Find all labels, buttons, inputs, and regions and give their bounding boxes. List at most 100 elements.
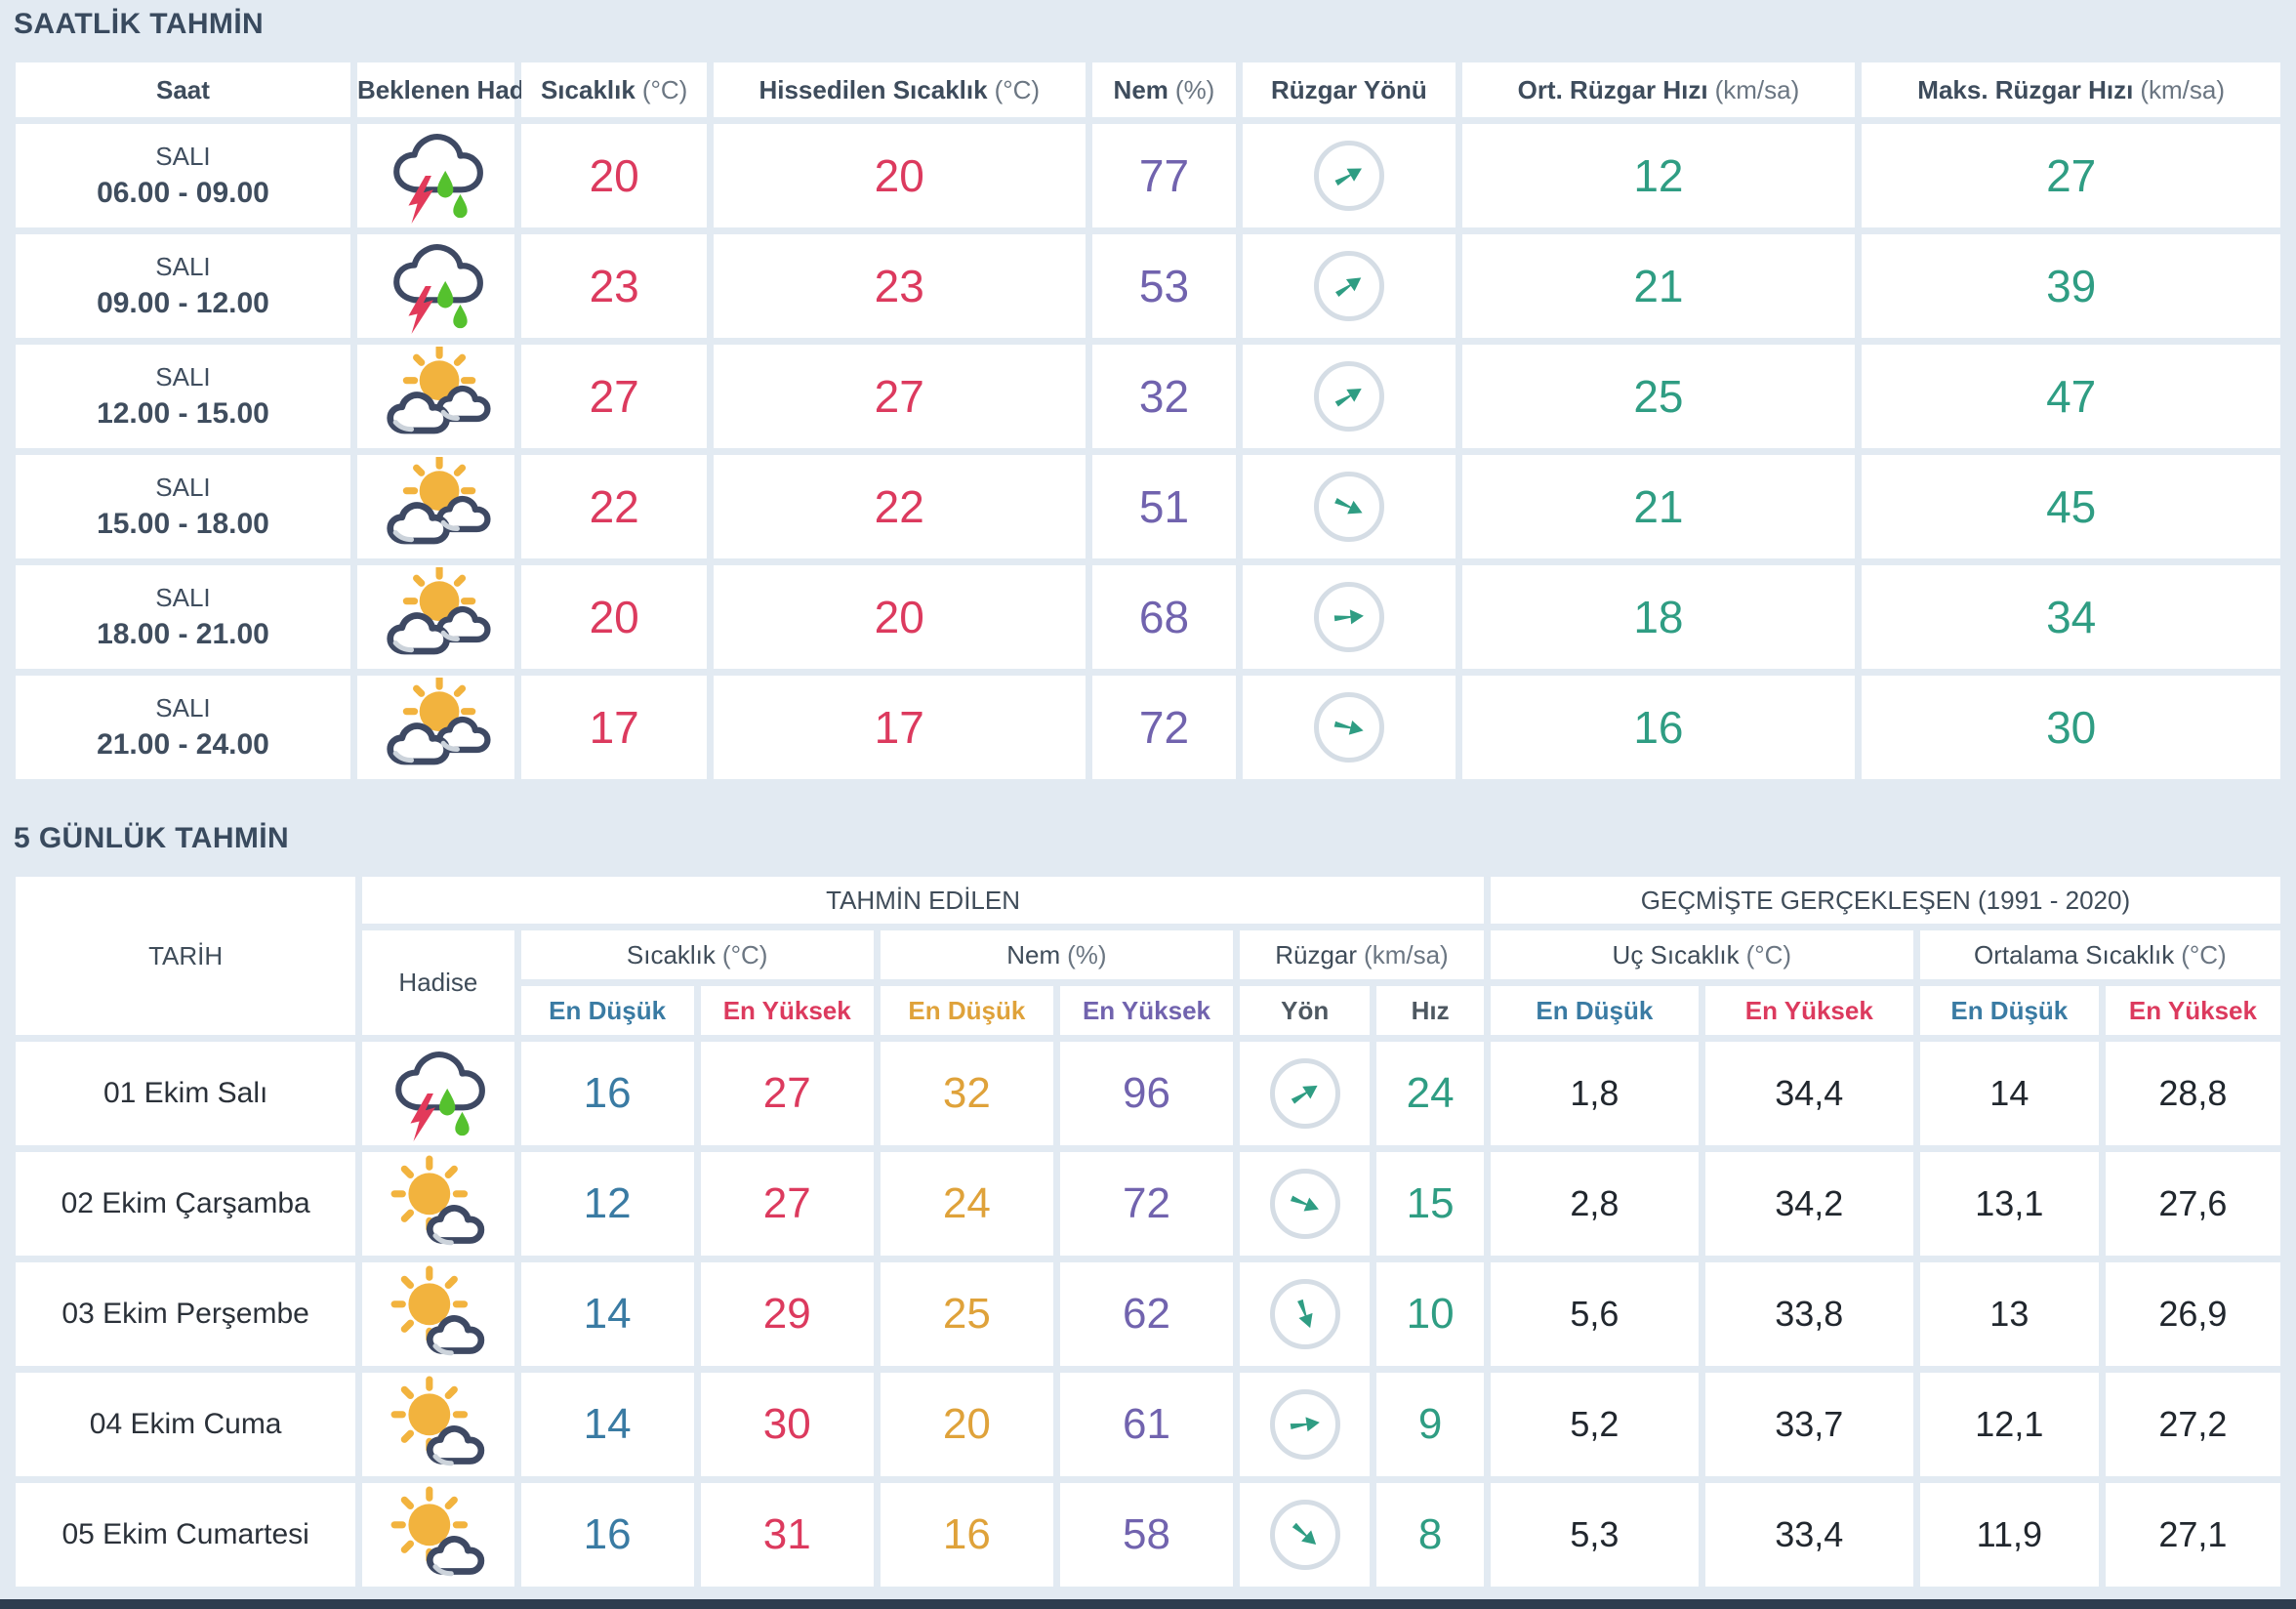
weather-icon-cell	[362, 1262, 514, 1366]
wind-speed-value: 8	[1376, 1483, 1484, 1587]
wind-direction-icon	[1313, 141, 1384, 211]
wind-speed-value: 15	[1376, 1152, 1484, 1256]
temp-max-value: 30	[700, 1373, 874, 1476]
footer-bar	[0, 1599, 2296, 1609]
wind-direction-icon	[1269, 1169, 1340, 1239]
humidity-max-value: 96	[1059, 1042, 1234, 1145]
temp-max-value: 27	[700, 1152, 874, 1256]
group-header-humidity: Nem (%)	[880, 930, 1234, 979]
date-cell: 04 Ekim Cuma	[16, 1373, 356, 1476]
weather-icon-cell	[362, 1373, 514, 1476]
wind-direction-icon	[1313, 472, 1384, 542]
wind-arrow-icon	[1290, 1417, 1320, 1432]
date-cell: 02 Ekim Çarşamba	[16, 1152, 356, 1256]
humidity-max-value: 58	[1059, 1483, 1234, 1587]
col-header-wind-avg: Ort. Rüzgar Hızı (km/sa)	[1461, 62, 1856, 117]
wind-direction-cell	[1240, 1262, 1371, 1366]
col-header-event: Hadise	[362, 930, 514, 1035]
subheader-temp-max: En Yüksek	[700, 986, 874, 1035]
average-min-value: 11,9	[1919, 1483, 2099, 1587]
subheader-temp-min: En Düşük	[520, 986, 694, 1035]
humidity-min-value: 16	[880, 1483, 1053, 1587]
wind-direction-icon	[1269, 1279, 1340, 1349]
wind-direction-cell	[1243, 345, 1456, 448]
wind-avg-value: 16	[1461, 676, 1856, 779]
thunderstorm-icon	[395, 1052, 485, 1141]
humidity-value: 32	[1091, 345, 1237, 448]
thunderstorm-icon	[392, 244, 483, 334]
average-min-value: 12,1	[1919, 1373, 2099, 1476]
wind-max-value: 34	[1862, 565, 2280, 669]
humidity-value: 68	[1091, 565, 1237, 669]
wind-direction-cell	[1240, 1042, 1371, 1145]
col-header-feels-like: Hissedilen Sıcaklık (°C)	[713, 62, 1086, 117]
wind-direction-cell	[1243, 565, 1456, 669]
feels-like-value: 20	[713, 565, 1086, 669]
average-min-value: 13,1	[1919, 1152, 2099, 1256]
time-range-cell: SALI 18.00 - 21.00	[16, 565, 350, 669]
wind-direction-cell	[1243, 455, 1456, 558]
wind-direction-icon	[1269, 1058, 1340, 1129]
feels-like-value: 22	[713, 455, 1086, 558]
group-header-temperature: Sıcaklık (°C)	[520, 930, 874, 979]
humidity-max-value: 62	[1059, 1262, 1234, 1366]
feels-like-value: 23	[713, 234, 1086, 338]
wind-max-value: 30	[1862, 676, 2280, 779]
hourly-forecast-table: Saat Beklenen Hadise Sıcaklık (°C) Hisse…	[16, 62, 2280, 779]
extreme-max-value: 33,4	[1704, 1483, 1913, 1587]
temperature-value: 27	[521, 345, 707, 448]
temperature-value: 17	[521, 676, 707, 779]
extreme-min-value: 5,2	[1490, 1373, 1699, 1476]
daily-forecast-table: TARİH TAHMİN EDİLEN GEÇMİŞTE GERÇEKLEŞEN…	[16, 877, 2280, 1587]
hourly-section-title: SAATLİK TAHMİN	[14, 8, 265, 40]
group-header-historical: GEÇMİŞTE GERÇEKLEŞEN (1991 - 2020)	[1490, 877, 2280, 924]
extreme-max-value: 33,7	[1704, 1373, 1913, 1476]
wind-direction-icon	[1313, 692, 1384, 763]
feels-like-value: 20	[713, 124, 1086, 227]
extreme-max-value: 33,8	[1704, 1262, 1913, 1366]
subheader-wind-speed: Hız	[1376, 986, 1484, 1035]
weather-icon-cell	[356, 565, 515, 669]
wind-speed-value: 24	[1376, 1042, 1484, 1145]
weather-icon-cell	[356, 345, 515, 448]
subheader-extreme-max: En Yüksek	[1704, 986, 1913, 1035]
humidity-min-value: 24	[880, 1152, 1053, 1256]
time-range-cell: SALI 12.00 - 15.00	[16, 345, 350, 448]
humidity-min-value: 20	[880, 1373, 1053, 1476]
wind-arrow-icon	[1333, 721, 1364, 735]
wind-max-value: 39	[1862, 234, 2280, 338]
sun-behind-clouds-icon	[387, 457, 491, 545]
time-range-cell: SALI 06.00 - 09.00	[16, 124, 350, 227]
wind-direction-cell	[1240, 1152, 1371, 1256]
temperature-value: 23	[521, 234, 707, 338]
humidity-value: 53	[1091, 234, 1237, 338]
time-range-cell: SALI 21.00 - 24.00	[16, 676, 350, 779]
average-min-value: 13	[1919, 1262, 2099, 1366]
wind-direction-cell	[1240, 1483, 1371, 1587]
wind-avg-value: 12	[1461, 124, 1856, 227]
humidity-value: 51	[1091, 455, 1237, 558]
col-header-event: Beklenen Hadise	[356, 62, 560, 117]
wind-direction-icon	[1269, 1500, 1340, 1570]
sun-behind-cloud-icon	[390, 1155, 485, 1246]
col-header-temperature: Sıcaklık (°C)	[521, 62, 707, 117]
col-header-date: TARİH	[16, 877, 356, 1035]
wind-arrow-icon	[1334, 277, 1362, 298]
wind-arrow-icon	[1292, 1522, 1316, 1546]
wind-direction-icon	[1269, 1389, 1340, 1460]
average-max-value: 27,2	[2105, 1373, 2280, 1476]
wind-direction-cell	[1243, 234, 1456, 338]
wind-direction-icon	[1313, 361, 1384, 432]
temp-min-value: 14	[520, 1373, 694, 1476]
wind-direction-cell	[1243, 676, 1456, 779]
feels-like-value: 17	[713, 676, 1086, 779]
group-header-extreme-temp: Uç Sıcaklık (°C)	[1490, 930, 1913, 979]
subheader-average-min: En Düşük	[1919, 986, 2099, 1035]
subheader-average-max: En Yüksek	[2105, 986, 2280, 1035]
wind-speed-value: 9	[1376, 1373, 1484, 1476]
temp-min-value: 14	[520, 1262, 694, 1366]
subheader-wind-dir: Yön	[1240, 986, 1371, 1035]
humidity-min-value: 32	[880, 1042, 1053, 1145]
temp-min-value: 16	[520, 1483, 694, 1587]
col-header-wind-direction: Rüzgar Yönü	[1243, 62, 1456, 117]
